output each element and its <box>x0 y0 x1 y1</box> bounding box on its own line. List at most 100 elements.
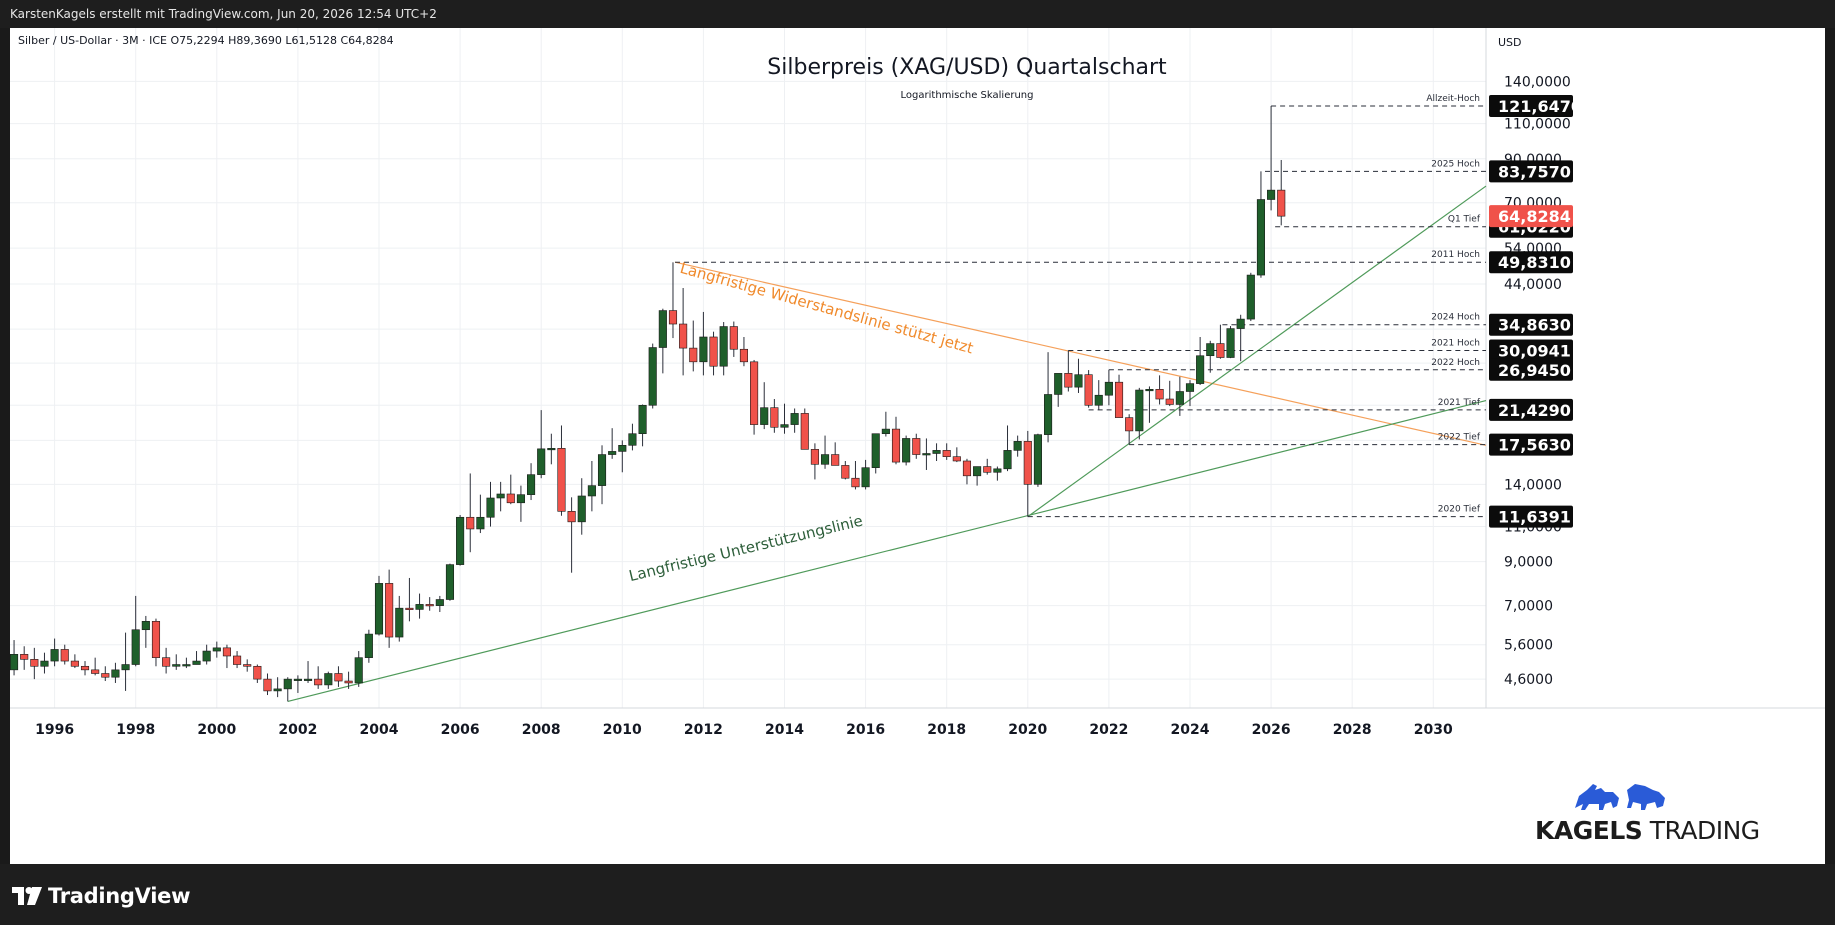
candle-body[interactable] <box>689 347 698 363</box>
candle-body[interactable] <box>385 583 394 638</box>
candle-body[interactable] <box>1206 343 1215 357</box>
candle-body[interactable] <box>1267 189 1276 200</box>
candle-body[interactable] <box>516 494 525 504</box>
candle-body[interactable] <box>172 664 181 667</box>
candle-body[interactable] <box>334 673 343 682</box>
candle-body[interactable] <box>527 474 536 495</box>
candle-body[interactable] <box>709 336 718 367</box>
candle-body[interactable] <box>202 650 211 662</box>
candle-body[interactable] <box>1226 328 1235 358</box>
candle-body[interactable] <box>486 497 495 518</box>
candle-body[interactable] <box>182 664 191 667</box>
candle-body[interactable] <box>222 647 231 657</box>
candle-body[interactable] <box>1023 441 1032 485</box>
candle-body[interactable] <box>983 466 992 473</box>
candle-body[interactable] <box>922 453 931 456</box>
candle-body[interactable] <box>496 493 505 499</box>
candle-body[interactable] <box>1064 373 1073 388</box>
candle-body[interactable] <box>344 680 353 684</box>
candle-body[interactable] <box>20 654 29 660</box>
candle-body[interactable] <box>192 660 201 665</box>
candle-body[interactable] <box>760 407 769 425</box>
candle-body[interactable] <box>101 673 110 678</box>
candle-body[interactable] <box>537 448 546 475</box>
candle-body[interactable] <box>1246 274 1255 320</box>
candle-body[interactable] <box>750 361 759 425</box>
candle-body[interactable] <box>314 678 323 686</box>
candle-body[interactable] <box>973 466 982 477</box>
candle-body[interactable] <box>891 428 901 463</box>
candle-body[interactable] <box>648 347 657 406</box>
candle-body[interactable] <box>60 649 69 662</box>
candle-body[interactable] <box>1165 398 1174 405</box>
candle-body[interactable] <box>902 438 911 463</box>
candle-body[interactable] <box>233 655 242 665</box>
candle-body[interactable] <box>668 310 678 325</box>
candle-body[interactable] <box>425 604 434 607</box>
candle-body[interactable] <box>1003 450 1012 470</box>
candle-body[interactable] <box>151 621 161 658</box>
candle-body[interactable] <box>293 678 302 681</box>
trendline[interactable] <box>1027 185 1487 518</box>
candle-body[interactable] <box>10 654 19 671</box>
chart-area[interactable]: 1996 1998 2000 2002 2004 2006 2008 2010 2012 2014… <box>10 28 1825 864</box>
trendline[interactable] <box>287 399 1487 702</box>
candle-body[interactable] <box>1216 343 1225 358</box>
candle-body[interactable] <box>445 564 455 600</box>
candle-body[interactable] <box>273 688 282 692</box>
candle-body[interactable] <box>1114 381 1124 418</box>
candle-body[interactable] <box>212 647 221 652</box>
candle-body[interactable] <box>253 665 262 680</box>
candle-body[interactable] <box>638 404 647 435</box>
candle-body[interactable] <box>770 407 779 428</box>
tradingview-logo[interactable]: TradingView <box>12 884 190 908</box>
candle-body[interactable] <box>679 323 688 349</box>
candle-body[interactable] <box>263 678 272 692</box>
candle-body[interactable] <box>1145 389 1154 392</box>
candle-body[interactable] <box>162 657 171 667</box>
candle-body[interactable] <box>1033 434 1042 485</box>
candle-body[interactable] <box>993 468 1002 473</box>
candle-body[interactable] <box>243 664 252 667</box>
candle-body[interactable] <box>912 438 921 455</box>
candle-body[interactable] <box>577 495 586 523</box>
candle-body[interactable] <box>719 326 728 367</box>
candle-body[interactable] <box>942 450 951 457</box>
candle-body[interactable] <box>739 348 748 363</box>
candle-body[interactable] <box>121 664 130 671</box>
candle-body[interactable] <box>810 449 819 465</box>
candle-body[interactable] <box>820 454 830 465</box>
candle-body[interactable] <box>456 516 465 565</box>
candle-body[interactable] <box>587 485 596 497</box>
candle-body[interactable] <box>831 454 840 466</box>
candle-body[interactable] <box>861 467 870 488</box>
candle-body[interactable] <box>871 433 880 468</box>
candle-body[interactable] <box>962 460 972 477</box>
candle-body[interactable] <box>283 678 292 690</box>
candle-body[interactable] <box>729 326 738 350</box>
candle-body[interactable] <box>395 607 404 638</box>
candle-body[interactable] <box>597 454 607 486</box>
candle-body[interactable] <box>70 660 79 667</box>
symbol-info-legend[interactable]: Silber / US-Dollar · 3M · ICE O75,2294 H… <box>18 34 394 47</box>
trendline[interactable] <box>674 261 1487 446</box>
candle-body[interactable] <box>80 665 90 671</box>
candle-body[interactable] <box>1277 189 1286 217</box>
candle-body[interactable] <box>1094 394 1103 406</box>
candle-body[interactable] <box>658 310 667 348</box>
candle-body[interactable] <box>1044 394 1053 435</box>
candle-body[interactable] <box>415 604 424 610</box>
chart-canvas[interactable]: 1996 1998 2000 2002 2004 2006 2008 2010 2012 2014… <box>10 28 1825 864</box>
candle-body[interactable] <box>1256 199 1266 276</box>
candle-body[interactable] <box>1175 391 1184 405</box>
candle-body[interactable] <box>1013 441 1022 451</box>
candle-body[interactable] <box>30 659 39 667</box>
candle-body[interactable] <box>608 451 617 455</box>
candle-body[interactable] <box>1084 374 1093 406</box>
candle-body[interactable] <box>50 649 59 662</box>
candle-body[interactable] <box>1236 318 1245 329</box>
candle-body[interactable] <box>1196 355 1205 384</box>
candle-body[interactable] <box>405 607 414 610</box>
candle-body[interactable] <box>790 413 799 425</box>
candle-body[interactable] <box>40 660 49 667</box>
